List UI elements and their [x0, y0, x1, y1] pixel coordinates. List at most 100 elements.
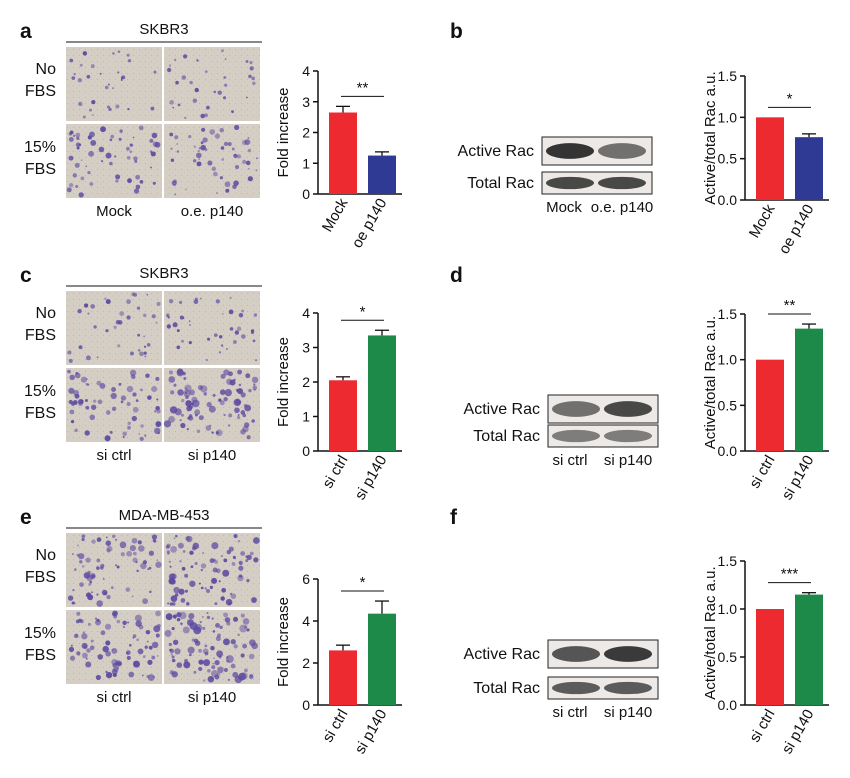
stained-cell [213, 90, 217, 94]
stained-cell [183, 377, 187, 381]
stained-cell [85, 657, 88, 660]
stained-cell [228, 309, 234, 315]
stained-cell [203, 392, 207, 396]
stained-cell [102, 578, 105, 580]
stained-cell [181, 566, 186, 571]
stained-cell [144, 355, 147, 358]
stained-cell [106, 595, 111, 600]
stained-cell [219, 400, 225, 406]
stained-cell [147, 659, 153, 665]
stained-cell [169, 648, 172, 652]
stained-cell [76, 651, 81, 656]
stained-cell [127, 425, 131, 430]
stained-cell [169, 132, 174, 137]
stained-cell [174, 408, 182, 416]
stained-cell [134, 159, 138, 163]
stained-cell [155, 610, 161, 617]
bar [795, 137, 823, 200]
stained-cell [85, 382, 89, 386]
stained-cell [96, 356, 99, 359]
row-label: 15% [24, 625, 56, 642]
stained-cell [249, 66, 254, 71]
stained-cell [114, 660, 122, 667]
stained-cell [96, 566, 100, 570]
stained-cell [143, 345, 147, 348]
stained-cell [202, 626, 206, 630]
stained-cell [83, 645, 88, 649]
stained-cell [176, 612, 182, 618]
stained-cell [134, 614, 142, 622]
stained-cell [206, 615, 211, 620]
stained-cell [76, 553, 80, 557]
stained-cell [242, 425, 249, 433]
stained-cell [237, 539, 241, 543]
stained-cell [231, 147, 235, 151]
stained-cell [147, 395, 152, 400]
blot-row-label: Active Rac [464, 401, 540, 418]
stained-cell [176, 345, 181, 350]
microscopy-image [164, 124, 260, 198]
stained-cell [169, 100, 174, 105]
blot-band [552, 429, 600, 443]
stained-cell [170, 546, 177, 553]
stained-cell [168, 642, 172, 647]
stained-cell [242, 413, 247, 418]
stained-cell [215, 568, 221, 574]
stained-cell [228, 546, 234, 552]
y-tick-label: 3 [302, 340, 310, 356]
stained-cell [212, 630, 216, 633]
stained-cell [71, 402, 75, 406]
stained-cell [133, 292, 138, 297]
stained-cell [222, 569, 230, 577]
stained-cell [174, 193, 177, 196]
stained-cell [86, 74, 91, 79]
panel-d: d Active Rac Total Rac si ctrl si p140 [450, 264, 659, 469]
stained-cell [126, 402, 131, 407]
bar [368, 155, 396, 194]
blot-band [552, 646, 600, 662]
stained-cell [245, 555, 249, 558]
stained-cell [248, 388, 252, 393]
y-tick-label: 4 [302, 613, 310, 629]
stained-cell [245, 559, 249, 563]
stained-cell [126, 53, 130, 57]
stained-cell [234, 330, 240, 335]
stained-cell [93, 325, 97, 329]
stained-cell [112, 52, 115, 55]
stained-cell [68, 155, 74, 161]
stained-cell [168, 560, 172, 564]
stained-cell [253, 557, 259, 563]
stained-cell [211, 542, 219, 550]
column-label: si ctrl [97, 447, 132, 464]
bar [329, 650, 357, 705]
stained-cell [244, 625, 248, 629]
blot-lane-label: si p140 [604, 452, 652, 469]
stained-cell [170, 158, 175, 162]
row-label: FBS [25, 647, 56, 664]
stained-cell [136, 306, 141, 310]
row-label: No [36, 547, 57, 564]
stained-cell [237, 633, 241, 637]
stained-cell [252, 385, 257, 391]
stained-cell [155, 321, 158, 324]
stained-cell [97, 654, 104, 660]
stained-cell [78, 401, 83, 407]
stained-cell [91, 574, 96, 578]
column-label: Mock [96, 203, 132, 220]
stained-cell [90, 304, 95, 309]
blot-band [604, 646, 652, 662]
stained-cell [92, 114, 94, 116]
stained-cell [113, 325, 117, 329]
stained-cell [113, 614, 118, 619]
stained-cell [79, 63, 83, 67]
stained-cell [169, 370, 174, 375]
row-label: 15% [24, 383, 56, 400]
stained-cell [224, 181, 231, 188]
stained-cell [83, 572, 91, 579]
stained-cell [189, 580, 196, 587]
blot-lane-label: o.e. p140 [591, 199, 654, 216]
stained-cell [149, 138, 154, 143]
stained-cell [155, 405, 160, 411]
stained-cell [196, 59, 199, 62]
stained-cell [223, 96, 227, 100]
